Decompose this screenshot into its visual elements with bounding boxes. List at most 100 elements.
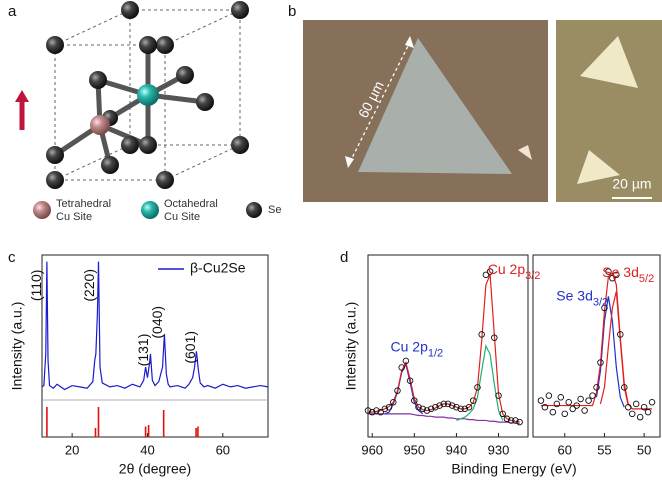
x-tick-label: 950 [403,442,425,457]
data-point [640,403,648,411]
annotation: Se 3d3/2 [556,287,608,308]
annotation-text: (601) [181,331,197,364]
annotation-text: (220) [81,269,97,302]
x-tick-label: 40 [140,442,154,457]
data-point [585,397,592,404]
annotation-subscript: 3/2 [593,296,608,308]
series-line [41,261,269,391]
plot-frame [532,254,661,438]
y-axis-label: Intensity (a.u.) [343,302,359,391]
x-axis-label: 2θ (degree) [119,461,191,477]
data-point [427,405,435,413]
data-point [440,400,448,408]
data-point [398,364,405,371]
data-point [644,408,652,416]
data-point [453,403,460,411]
data-point [561,410,569,418]
data-point [419,405,426,413]
x-axis-label: Binding Energy (eV) [451,461,576,477]
data-point [486,268,494,275]
panel-label: c [8,249,16,266]
data-point [549,408,557,416]
series-line [595,296,625,408]
series-line [384,362,424,415]
panel-label: a [8,3,17,20]
y-axis-label: Intensity (a.u.) [9,302,25,391]
series-line [456,344,504,422]
plot-frame [41,254,269,438]
annotation-text: (110) [28,270,44,302]
data-point [545,392,553,399]
data-point [621,384,628,391]
annotation: (220) [81,269,97,302]
data-point [423,407,431,414]
legend-label: Cu Site [164,211,200,223]
x-tick-label: 60 [216,442,230,457]
data-point [478,331,485,338]
data-point [415,403,422,411]
series-line [368,413,520,425]
data-point [432,403,439,411]
data-point [537,397,545,404]
data-point [474,384,481,391]
annotation-text: (131) [135,334,151,367]
data-point [625,403,632,411]
data-point [632,400,640,408]
data-point [589,392,596,399]
annotation: (131) [135,334,151,367]
data-point [499,410,506,418]
data-point [465,403,473,411]
x-tick-label: 930 [488,442,510,457]
annotation-text: (040) [149,306,165,339]
data-point [601,304,608,312]
data-point [581,407,588,414]
legend-label: Cu Site [56,211,92,223]
data-point [436,402,443,409]
data-point [541,403,549,411]
data-point [516,418,523,426]
data-point [495,392,502,399]
data-point [613,271,620,279]
series-line [368,274,520,423]
data-point [406,377,414,384]
legend-label: β-Cu2Se [190,260,246,276]
data-point [377,408,384,416]
data-point [368,408,376,416]
annotation-subscript: 1/2 [428,348,443,360]
data-point [402,357,410,365]
annotation: (110) [28,270,44,302]
x-tick-label: 55 [597,442,611,457]
legend-swatch [33,201,51,219]
scale-label: 20 µm [612,176,651,192]
panel-label: b [288,3,296,20]
annotation-text: Cu 2p [391,338,429,354]
data-point [573,402,580,409]
annotation-subscript: 5/2 [639,273,654,285]
data-point [491,334,498,341]
annotation: (601) [181,331,197,364]
data-point [507,417,515,424]
data-point [482,271,490,279]
annotation-text: Se 3d [602,264,639,280]
legend-label: Octahedral [164,198,218,210]
micrograph [303,20,548,202]
x-tick-label: 20 [65,442,79,457]
annotation: Cu 2p1/2 [391,338,444,359]
annotation-text: Cu 2p [488,261,526,277]
data-point [381,405,389,413]
data-point [565,399,572,406]
data-point [609,274,616,282]
x-tick-label: 50 [637,442,651,457]
data-point [457,405,464,413]
data-point [597,359,604,366]
plot-frame [367,254,529,438]
data-point [593,384,600,391]
data-point [364,407,372,414]
data-point [503,415,511,423]
data-point [448,402,456,409]
data-point [411,397,418,404]
data-point [636,413,644,421]
legend-swatch [246,202,262,218]
annotation-text: Se 3d [556,287,593,303]
